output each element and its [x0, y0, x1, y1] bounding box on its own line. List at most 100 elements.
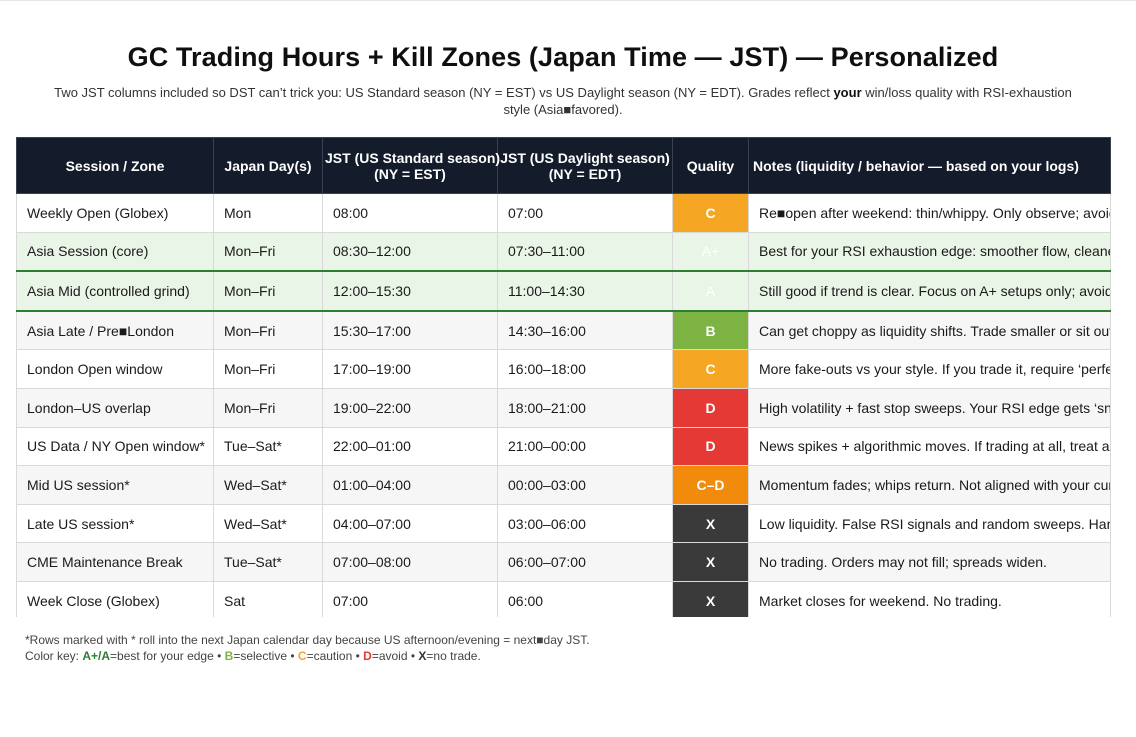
- cell-jst-daylight: 21:00–00:00: [497, 426, 673, 467]
- cell-jst-standard: 19:00–22:00: [322, 387, 498, 428]
- table-row: London–US overlap Mon–Fri 19:00–22:00 18…: [16, 387, 1111, 428]
- quality-badge: X: [672, 580, 749, 617]
- table-row: London Open window Mon–Fri 17:00–19:00 1…: [16, 349, 1111, 389]
- color-key: Color key: A+/A=best for your edge • B=s…: [25, 648, 590, 664]
- header-session: Session / Zone: [16, 137, 214, 194]
- quality-badge: C–D: [672, 465, 749, 505]
- cell-days: Mon–Fri: [213, 270, 323, 312]
- cell-days: Tue–Sat*: [213, 542, 323, 582]
- cell-jst-daylight: 16:00–18:00: [497, 349, 673, 389]
- table-row: Asia Session (core) Mon–Fri 08:30–12:00 …: [16, 231, 1111, 273]
- header-quality: Quality: [672, 137, 749, 194]
- cell-days: Sat: [213, 580, 323, 617]
- cell-notes: High volatility + fast stop sweeps. Your…: [748, 387, 1111, 428]
- schedule-table-container: Session / Zone Japan Day(s) JST (US Stan…: [16, 137, 1136, 617]
- cell-session: London Open window: [16, 349, 214, 389]
- cell-days: Wed–Sat*: [213, 503, 323, 544]
- table-row: Asia Late / Pre■London Mon–Fri 15:30–17:…: [16, 310, 1111, 351]
- subtitle-text-2: win/loss quality with RSI-exhaustion sty…: [503, 85, 1072, 117]
- cell-jst-standard: 04:00–07:00: [322, 503, 498, 544]
- table-row: Late US session* Wed–Sat* 04:00–07:00 03…: [16, 503, 1111, 544]
- cell-session: Asia Mid (controlled grind): [16, 270, 214, 312]
- footnote-rollover: *Rows marked with * roll into the next J…: [25, 633, 590, 647]
- table-row: US Data / NY Open window* Tue–Sat* 22:00…: [16, 426, 1111, 467]
- header-jst-standard-sub: (NY = EST): [374, 165, 446, 182]
- page-subtitle: Two JST columns included so DST can’t tr…: [40, 84, 1086, 118]
- schedule-table: Session / Zone Japan Day(s) JST (US Stan…: [16, 137, 1111, 617]
- color-key-label: Color key:: [25, 649, 83, 663]
- page-title: GC Trading Hours + Kill Zones (Japan Tim…: [127, 42, 999, 72]
- header-jst-standard-title: JST (US Standard season): [325, 149, 501, 166]
- cell-days: Mon–Fri: [213, 231, 323, 273]
- header-jst-standard: JST (US Standard season) (NY = EST): [322, 137, 501, 194]
- cell-jst-standard: 17:00–19:00: [322, 349, 498, 389]
- table-row: Week Close (Globex) Sat 07:00 06:00 X Ma…: [16, 580, 1111, 617]
- cell-session: Weekly Open (Globex): [16, 193, 214, 233]
- cell-notes: Low liquidity. False RSI signals and ran…: [748, 503, 1111, 544]
- quality-badge: A: [672, 270, 749, 312]
- cell-jst-daylight: 00:00–03:00: [497, 465, 673, 505]
- cell-jst-standard: 07:00–08:00: [322, 542, 498, 582]
- color-key-x: X: [418, 649, 427, 663]
- color-key-a-text: =best for your edge •: [110, 649, 225, 663]
- cell-session: London–US overlap: [16, 387, 214, 428]
- subtitle-bold: your: [833, 85, 862, 100]
- color-key-c: C: [297, 649, 307, 663]
- color-key-c-text: =caution •: [306, 649, 364, 663]
- cell-session: Late US session*: [16, 503, 214, 544]
- cell-jst-standard: 01:00–04:00: [322, 465, 498, 505]
- footnote: *Rows marked with * roll into the next J…: [25, 632, 590, 664]
- cell-notes: News spikes + algorithmic moves. If trad…: [748, 426, 1111, 467]
- cell-notes: Still good if trend is clear. Focus on A…: [748, 270, 1111, 312]
- cell-session: Week Close (Globex): [16, 580, 214, 617]
- top-rule: [0, 0, 1136, 1]
- cell-jst-standard: 15:30–17:00: [322, 310, 498, 351]
- cell-jst-daylight: 07:30–11:00: [497, 231, 673, 273]
- header-jst-daylight: JST (US Daylight season) (NY = EDT): [497, 137, 673, 194]
- cell-jst-standard: 08:00: [322, 193, 498, 233]
- cell-jst-standard: 22:00–01:00: [322, 426, 498, 467]
- cell-days: Mon–Fri: [213, 387, 323, 428]
- cell-jst-standard: 07:00: [322, 580, 498, 617]
- color-key-d: D: [363, 649, 372, 663]
- quality-badge: X: [672, 542, 749, 582]
- quality-badge: C: [672, 193, 749, 233]
- cell-jst-daylight: 14:30–16:00: [497, 310, 673, 351]
- cell-jst-daylight: 18:00–21:00: [497, 387, 673, 428]
- table-header-row: Session / Zone Japan Day(s) JST (US Stan…: [16, 137, 1111, 194]
- cell-jst-daylight: 07:00: [497, 193, 673, 233]
- subtitle-text-1: Two JST columns included so DST can’t tr…: [54, 85, 834, 100]
- cell-notes: Can get choppy as liquidity shifts. Trad…: [748, 310, 1111, 351]
- cell-session: CME Maintenance Break: [16, 542, 214, 582]
- cell-session: Asia Late / Pre■London: [16, 310, 214, 351]
- cell-session: Asia Session (core): [16, 231, 214, 273]
- cell-days: Wed–Sat*: [213, 465, 323, 505]
- quality-badge: A+: [672, 231, 749, 273]
- table-row: CME Maintenance Break Tue–Sat* 07:00–08:…: [16, 542, 1111, 582]
- table-row: Weekly Open (Globex) Mon 08:00 07:00 C R…: [16, 193, 1111, 233]
- header-jst-daylight-sub: (NY = EDT): [548, 165, 622, 182]
- quality-badge: C: [672, 349, 749, 389]
- header-jst-daylight-title: JST (US Daylight season): [500, 149, 670, 166]
- cell-session: US Data / NY Open window*: [16, 426, 214, 467]
- cell-notes: Market closes for weekend. No trading.: [748, 580, 1111, 617]
- cell-days: Tue–Sat*: [213, 426, 323, 467]
- cell-session: Mid US session*: [16, 465, 214, 505]
- cell-notes: Re■open after weekend: thin/whippy. Only…: [748, 193, 1111, 233]
- cell-notes: Best for your RSI exhaustion edge: smoot…: [748, 231, 1111, 273]
- cell-days: Mon: [213, 193, 323, 233]
- cell-days: Mon–Fri: [213, 310, 323, 351]
- color-key-a: A+/A: [82, 649, 111, 663]
- table-row: Asia Mid (controlled grind) Mon–Fri 12:0…: [16, 270, 1111, 312]
- cell-jst-daylight: 06:00–07:00: [497, 542, 673, 582]
- quality-badge: B: [672, 310, 749, 351]
- quality-badge: X: [672, 503, 749, 544]
- cell-notes: Momentum fades; whips return. Not aligne…: [748, 465, 1111, 505]
- header-days: Japan Day(s): [213, 137, 323, 194]
- color-key-x-text: =no trade.: [426, 649, 481, 663]
- cell-jst-daylight: 06:00: [497, 580, 673, 617]
- header-notes: Notes (liquidity / behavior — based on y…: [748, 137, 1111, 194]
- color-key-d-text: =avoid •: [371, 649, 419, 663]
- cell-jst-daylight: 11:00–14:30: [497, 270, 673, 312]
- color-key-b: B: [224, 649, 234, 663]
